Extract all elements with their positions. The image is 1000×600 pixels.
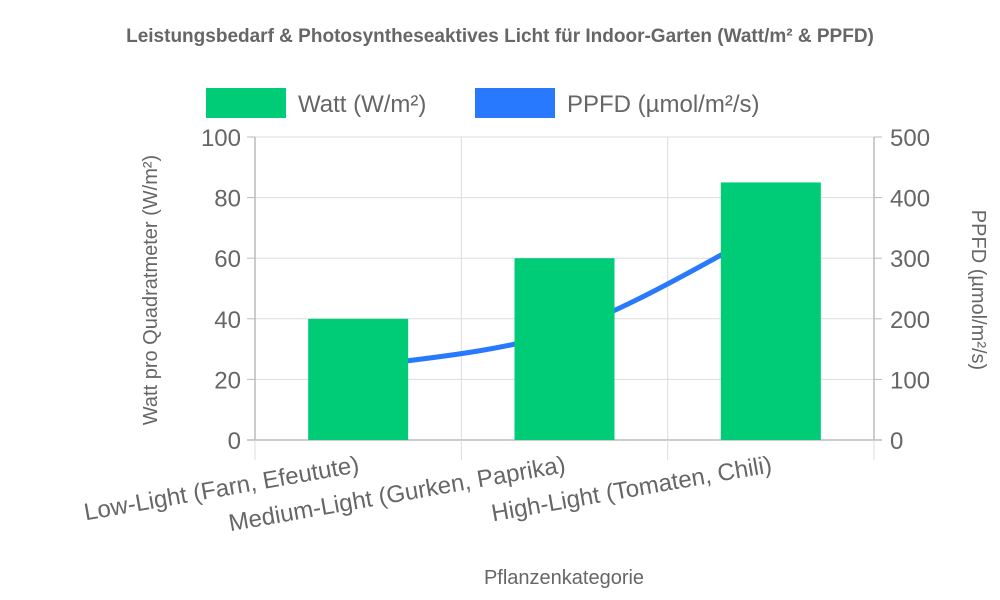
- y-axis-right-title: PPFD (µmol/m²/s): [967, 210, 989, 370]
- bar-watt[interactable]: [514, 258, 615, 440]
- bar-watt[interactable]: [308, 318, 409, 440]
- legend: Watt (W/m²) PPFD (µmol/m²/s): [206, 88, 759, 118]
- legend-swatch-ppfd: [475, 88, 555, 118]
- x-category-label: Medium-Light (Gurken, Paprika): [227, 451, 568, 537]
- y-axis-left-title: Watt pro Quadratmeter (W/m²): [140, 155, 162, 425]
- legend-item-watt[interactable]: Watt (W/m²): [206, 88, 426, 118]
- y-tick-label-left: 60: [214, 246, 241, 273]
- chart-title: Leistungsbedarf & Photosyntheseaktives L…: [126, 26, 874, 47]
- y-tick-label-left: 80: [214, 186, 241, 213]
- bars: [308, 182, 821, 440]
- bar-watt[interactable]: [720, 182, 821, 440]
- y-tick-label-left: 20: [214, 367, 241, 394]
- legend-label-ppfd: PPFD (µmol/m²/s): [567, 91, 759, 118]
- y-tick-label-left: 0: [228, 428, 241, 455]
- y-tick-label-right: 200: [890, 307, 930, 334]
- y-axis-right-ticks: 0 100 200 300 400 500: [890, 125, 930, 455]
- y-axis-left-ticks: 0 20 40 60 80 100: [201, 125, 241, 455]
- legend-label-watt: Watt (W/m²): [298, 91, 426, 118]
- y-tick-label-left: 100: [201, 125, 241, 152]
- legend-item-ppfd[interactable]: PPFD (µmol/m²/s): [475, 88, 759, 118]
- legend-swatch-watt: [206, 88, 286, 118]
- y-tick-label-right: 100: [890, 367, 930, 394]
- y-tick-label-right: 400: [890, 186, 930, 213]
- y-tick-label-right: 300: [890, 246, 930, 273]
- y-tick-label-right: 500: [890, 125, 930, 152]
- y-tick-label-right: 0: [890, 428, 903, 455]
- x-axis-categories: Low-Light (Farn, Efeutute)Medium-Light (…: [82, 451, 774, 537]
- y-tick-label-left: 40: [214, 307, 241, 334]
- x-axis-title: Pflanzenkategorie: [484, 567, 644, 589]
